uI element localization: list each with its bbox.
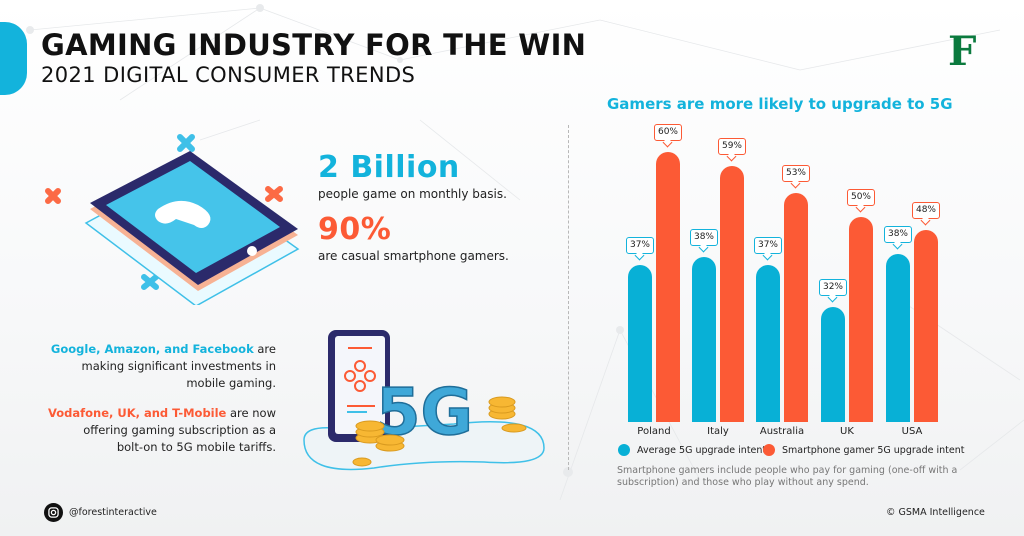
- bar-italy-gamer: [720, 166, 744, 422]
- bar-usa-gamer: [914, 230, 938, 422]
- bar-poland-gamer: [656, 152, 680, 422]
- legend-item-gamer: Smartphone gamer 5G upgrade intent: [763, 444, 964, 456]
- legend-swatch: [618, 444, 630, 456]
- chart-title: Gamers are more likely to upgrade to 5G: [607, 95, 953, 113]
- stat-caption: are casual smartphone gamers.: [318, 249, 509, 263]
- category-label: Italy: [707, 426, 729, 437]
- stat-caption: people game on monthly basis.: [318, 187, 507, 201]
- forest-logo: F: [948, 28, 977, 75]
- value-label: 38%: [690, 229, 718, 246]
- bar-uk-gamer: [849, 217, 873, 422]
- bar-australia-average: [756, 265, 780, 422]
- value-label: 50%: [847, 189, 875, 206]
- source-credit: © GSMA Intelligence: [886, 507, 985, 518]
- category-label: Poland: [637, 426, 671, 437]
- coins-icon: [352, 396, 527, 467]
- phone-gamepad-illustration: [45, 134, 300, 305]
- stat-casual-gamers: 90% are casual smartphone gamers.: [318, 212, 509, 264]
- bar-uk-average: [821, 307, 845, 422]
- highlight-carriers: Vodafone, UK, and T-Mobile: [47, 406, 227, 420]
- stat-value: 2 Billion: [318, 150, 460, 185]
- value-label: 37%: [754, 237, 782, 254]
- gamepad-icon: [155, 200, 211, 228]
- value-label: 32%: [819, 279, 847, 296]
- bar-usa-average: [886, 254, 910, 422]
- stat-gamers-count: 2 Billion people game on monthly basis.: [318, 150, 507, 202]
- legend-label: Smartphone gamer 5G upgrade intent: [782, 444, 965, 456]
- page-title: GAMING INDUSTRY FOR THE WIN: [41, 28, 587, 62]
- section-divider: [568, 125, 569, 470]
- 5g-phone-illustration: 5G: [303, 330, 545, 471]
- x-mark-icon: [45, 134, 283, 290]
- stat-value: 90%: [318, 212, 392, 247]
- controller-buttons-icon: [344, 360, 376, 392]
- paragraph-text: are now: [226, 406, 276, 420]
- legend-item-average: Average 5G upgrade intent: [618, 444, 766, 456]
- paragraph-text: are: [253, 342, 276, 356]
- category-label: USA: [901, 426, 923, 437]
- highlight-companies: Google, Amazon, and Facebook: [50, 342, 254, 356]
- page-subtitle: 2021 DIGITAL CONSUMER TRENDS: [41, 63, 416, 87]
- investments-paragraph: Google, Amazon, and Facebook are making …: [6, 341, 276, 392]
- value-label: 48%: [912, 202, 940, 219]
- instagram-handle[interactable]: @forestinteractive: [44, 503, 157, 522]
- value-label: 38%: [884, 226, 912, 243]
- value-label: 53%: [782, 165, 810, 182]
- paragraph-text: offering gaming subscription as a: [83, 423, 276, 437]
- legend-swatch: [763, 444, 775, 456]
- category-label: Australia: [759, 426, 805, 437]
- category-label: UK: [840, 426, 854, 437]
- header-accent-tab: [0, 22, 27, 95]
- value-label: 37%: [626, 237, 654, 254]
- instagram-icon: [44, 503, 63, 522]
- instagram-handle-text: @forestinteractive: [69, 507, 157, 518]
- paragraph-text: bolt-on to 5G mobile tariffs.: [116, 440, 276, 454]
- paragraph-text: mobile gaming.: [186, 376, 276, 390]
- paragraph-text: making significant investments in: [81, 359, 276, 373]
- value-label: 59%: [718, 138, 746, 155]
- bar-australia-gamer: [784, 193, 808, 422]
- bar-italy-average: [692, 257, 716, 422]
- bar-poland-average: [628, 265, 652, 422]
- legend-label: Average 5G upgrade intent: [637, 444, 767, 456]
- chart-footnote: Smartphone gamers include people who pay…: [617, 465, 958, 488]
- subscriptions-paragraph: Vodafone, UK, and T-Mobile are now offer…: [6, 405, 276, 456]
- value-label: 60%: [654, 124, 682, 141]
